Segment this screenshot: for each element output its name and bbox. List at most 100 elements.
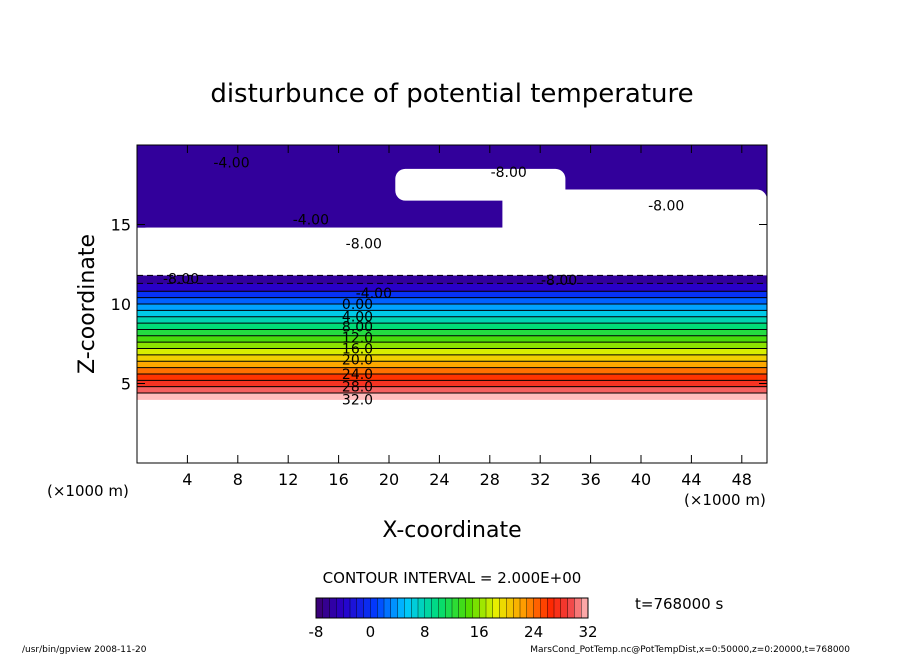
colorbar-cell-17 [431,597,439,619]
footer-right: MarsCond_PotTemp.nc@PotTempDist,x=0:5000… [530,645,850,654]
colorbar-cell-7 [363,597,371,619]
contour-label-12: 16.0 [342,342,373,358]
contour-label-14: 24.0 [342,367,373,383]
x-tick-label-6: 28 [480,470,500,489]
colorbar-cell-12 [397,597,405,619]
colorbar-cell-27 [499,597,507,619]
footer-left: /usr/bin/gpview 2008-11-20 [22,645,147,654]
colorbar-cell-19 [445,597,453,619]
contour-label-6: -8.00 [541,273,577,289]
colorbar-cell-16 [424,597,433,619]
gaps-layer [137,168,767,276]
contour-label-4: -8.00 [346,237,382,253]
colorbar-cell-18 [438,597,446,619]
colorbar-cell-25 [485,597,494,619]
y-tick-label-2: 15 [111,216,131,235]
band-12 [137,316,767,324]
colorbar-cell-22 [465,597,473,619]
band-18 [137,275,767,284]
x-tick-label-2: 12 [278,470,298,489]
contour-label-11: 12.0 [342,330,373,346]
band-8 [137,342,767,350]
contour-label-15: 28.0 [342,380,373,396]
colorbar-cell-6 [356,597,365,619]
contour-label-7: -4.00 [356,286,392,302]
time-label: t=768000 s [635,595,723,613]
colorbar-tick-label-1: 0 [366,623,376,641]
x-axis-ticks: 4 8 12 16 20 24 28 32 36 40 44 48 [182,145,752,489]
band-14 [137,304,767,311]
colorbar-tick-label-4: 24 [524,623,543,641]
band-5 [137,361,767,369]
colorbar-cell-3 [336,597,344,619]
x-axis-label: X-coordinate [382,518,521,543]
band-16 [137,291,767,299]
colorbar-ticks: -8 0 8 16 24 32 [309,623,598,641]
contour-label-3: -4.00 [293,213,329,229]
colorbar-cell-32 [533,597,541,619]
y-axis-label: Z-coordinate [75,234,100,374]
y-tick-label-0: 5 [121,375,131,394]
colorbar-cell-5 [349,597,358,619]
colorbar-cell-9 [377,597,385,619]
contour-label-9: 4.00 [342,310,373,326]
band-13 [137,310,767,318]
contour-label-2: -8.00 [648,198,684,214]
colorbar-cell-11 [390,597,399,619]
contour-label-5: -8.00 [163,272,199,288]
colorbar-cell-37 [567,597,575,619]
x-tick-label-0: 4 [182,470,192,489]
colorbar-cell-36 [560,597,569,619]
colorbar-cell-0 [315,597,324,619]
colorbar-cell-34 [547,597,555,619]
x-unit-left: (×1000 m) [47,482,129,500]
x-tick-label-5: 24 [429,470,449,489]
colorbar-tick-label-3: 16 [470,623,489,641]
x-tick-label-10: 44 [681,470,701,489]
colorbar-cell-2 [329,597,337,619]
contour-label-16: 32.0 [342,392,373,408]
y-tick-label-1: 10 [111,295,131,314]
colorbar-cell-28 [506,597,514,619]
colorbar-cell-29 [513,597,521,619]
band-1 [137,386,767,394]
colorbar-cell-30 [519,597,528,619]
colorbar-tick-label-5: 32 [578,623,597,641]
colorbar-cell-35 [553,597,562,619]
colorbar-cell-21 [458,597,467,619]
x-tick-label-7: 32 [530,470,550,489]
band-10 [137,329,767,337]
x-tick-label-4: 20 [379,470,399,489]
x-tick-label-9: 40 [631,470,651,489]
colorbar-cell-10 [383,597,392,619]
x-tick-label-11: 48 [732,470,752,489]
contour-label-8: 0.00 [342,297,373,313]
band-9 [137,335,767,343]
colorbar-cell-33 [540,597,548,619]
contour-label-0: -4.00 [213,155,249,171]
colorbar-cell-14 [411,597,419,619]
colorbar-cell-39 [581,597,589,619]
band-2 [137,380,767,388]
contour-label-13: 20.0 [342,353,373,369]
contour-labels: -4.00 -8.00 -8.00 -4.00 -8.00 -8.00 -8.00 -4.00… [163,155,684,408]
chart-title: disturbunce of potential temperature [210,79,693,109]
colorbar-cell-20 [451,597,460,619]
colorbar-cell-31 [526,597,535,619]
y-axis-ticks: 5 10 15 [111,216,767,394]
colorbar-cell-24 [479,597,487,619]
colorbar [315,597,589,619]
band-3 [137,373,767,381]
contour-lines [137,274,767,394]
colorbar-cell-8 [370,597,378,619]
colorbar-cell-4 [343,597,351,619]
contour-label-1: -8.00 [491,165,527,181]
x-unit-right: (×1000 m) [684,491,766,509]
x-tick-label-3: 16 [328,470,348,489]
band-11 [137,323,767,330]
band-15 [137,297,767,305]
gap-2 [502,189,767,241]
colorbar-cell-1 [322,597,331,619]
